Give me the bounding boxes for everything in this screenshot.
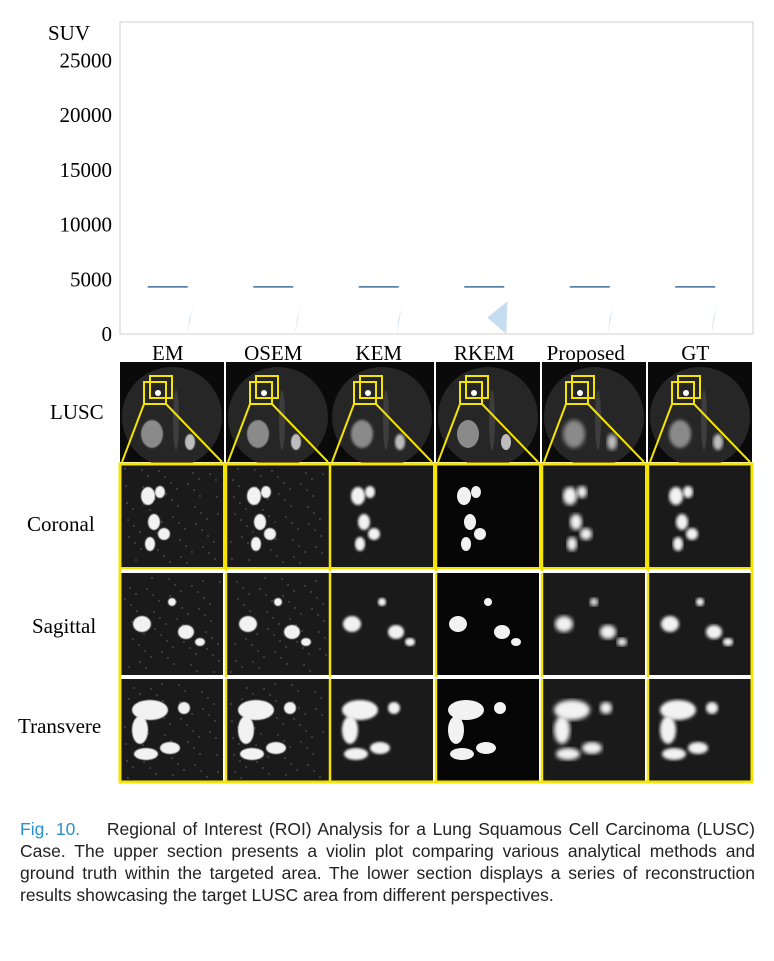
row-label-sagittal: Sagittal bbox=[32, 614, 97, 638]
x-tick-label: EM bbox=[152, 341, 184, 362]
roi-sagittal-osem bbox=[225, 571, 331, 677]
y-tick-label: 15000 bbox=[60, 158, 113, 182]
y-tick-label: 20000 bbox=[60, 103, 113, 127]
roi-sagittal-kem bbox=[329, 571, 435, 677]
overview-kem bbox=[330, 362, 434, 467]
y-tick-label: 0 bbox=[102, 322, 113, 346]
violin-kem bbox=[396, 301, 403, 334]
roi-sagittal-proposed bbox=[541, 571, 647, 677]
row-label-lusc: LUSC bbox=[50, 400, 104, 424]
x-tick-label: KEM bbox=[355, 341, 402, 362]
y-tick-label: 5000 bbox=[70, 267, 112, 291]
overview-rkem bbox=[436, 362, 540, 467]
roi-transvere-osem bbox=[225, 677, 331, 783]
roi-transvere-rkem bbox=[435, 677, 541, 783]
caption-figure-number: Fig. 10. bbox=[20, 819, 81, 839]
roi-transvere-kem bbox=[329, 677, 435, 783]
overview-em bbox=[120, 362, 224, 467]
violin-chart: SUV 0 5000 10000 15000 20000 25000 EM OSEM KEM R… bbox=[48, 21, 754, 362]
y-axis-label: SUV bbox=[48, 21, 90, 45]
roi-sagittal-rkem bbox=[435, 571, 541, 677]
roi-coronal-kem bbox=[329, 463, 435, 569]
plot-frame bbox=[119, 21, 754, 335]
x-tick-label: OSEM bbox=[244, 341, 303, 362]
violin-osem bbox=[294, 301, 302, 334]
roi-coronal-gt bbox=[647, 463, 753, 569]
roi-sagittal-em bbox=[119, 571, 225, 677]
overview-osem bbox=[226, 362, 330, 467]
x-tick-label: RKEM bbox=[454, 341, 515, 362]
roi-sagittal-gt bbox=[647, 571, 753, 677]
figure-caption: Fig. 10. Regional of Interest (ROI) Anal… bbox=[20, 818, 755, 906]
roi-coronal-osem bbox=[225, 463, 331, 569]
caption-text: Regional of Interest (ROI) Analysis for … bbox=[20, 819, 755, 905]
roi-transvere-gt bbox=[647, 677, 753, 783]
x-tick-label: GT bbox=[681, 341, 709, 362]
y-tick-label: 10000 bbox=[60, 213, 113, 237]
overview-gt bbox=[648, 362, 752, 467]
row-label-transvere: Transvere bbox=[18, 714, 102, 738]
reconstruction-panel: LUSC Coronal Sagittal Transvere bbox=[0, 362, 774, 787]
overview-proposed bbox=[542, 362, 646, 467]
roi-coronal-proposed bbox=[541, 463, 647, 569]
violin-proposed bbox=[607, 301, 614, 334]
violin-gt bbox=[711, 301, 718, 334]
violin-rkem bbox=[487, 301, 508, 334]
x-tick-label: Proposed bbox=[547, 341, 626, 362]
violin-em bbox=[187, 301, 194, 334]
y-tick-label: 25000 bbox=[60, 48, 113, 72]
roi-transvere-proposed bbox=[541, 677, 647, 783]
roi-coronal-rkem bbox=[435, 463, 541, 569]
roi-coronal-em bbox=[119, 463, 225, 569]
row-label-coronal: Coronal bbox=[27, 512, 95, 536]
roi-transvere-em bbox=[119, 677, 225, 783]
